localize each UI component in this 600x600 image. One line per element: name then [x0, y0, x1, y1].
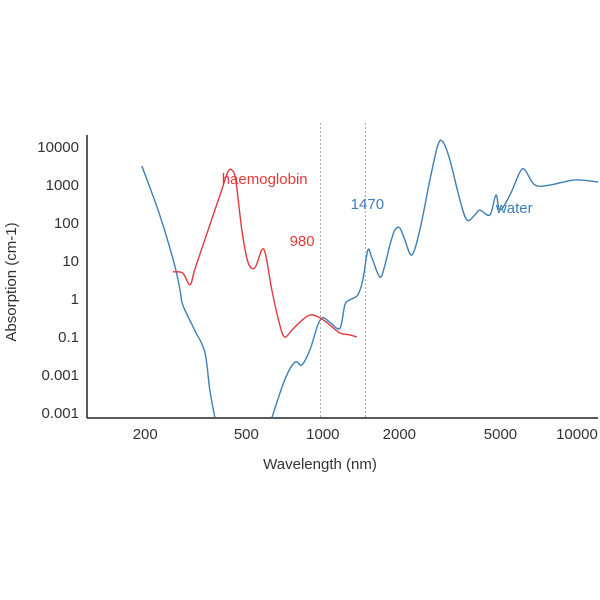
series-line	[172, 168, 358, 338]
x-tick-label: 10000	[556, 426, 598, 443]
series-line	[141, 139, 599, 418]
y-tick-label: 10000	[37, 139, 79, 156]
y-tick-label: 0.001	[41, 405, 79, 422]
y-tick-label: 0.1	[58, 329, 79, 346]
y-axis-title: Absorption (cm-1)	[3, 222, 20, 341]
y-tick-label: 100	[54, 215, 79, 232]
y-tick-label: 0.001	[41, 367, 79, 384]
x-tick-label: 5000	[484, 426, 517, 443]
x-tick-label: 1000	[306, 426, 339, 443]
x-axis-title: Wavelength (nm)	[263, 456, 377, 473]
series-label: water	[495, 200, 533, 217]
annotation: 1470	[351, 196, 384, 213]
x-tick-label: 2000	[383, 426, 416, 443]
x-tick-label: 500	[234, 426, 259, 443]
series-label: haemoglobin	[222, 171, 308, 188]
annotation: 980	[290, 233, 315, 250]
plot-area	[141, 139, 599, 418]
y-tick-label: 1	[71, 291, 79, 308]
y-tick-label: 10	[62, 253, 79, 270]
y-tick-label: 1000	[46, 177, 79, 194]
x-tick-label: 200	[133, 426, 158, 443]
